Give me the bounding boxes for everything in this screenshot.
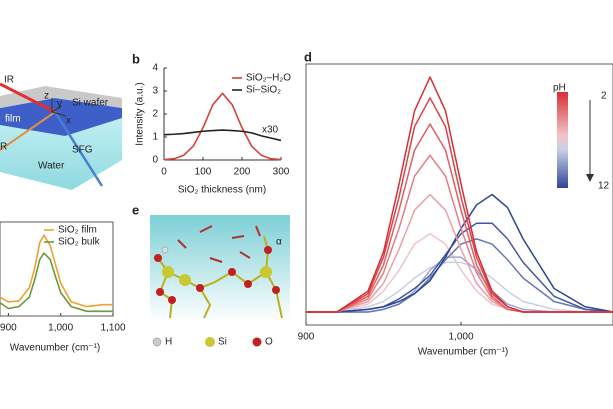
y-tick-label: 4 [152,63,158,74]
series-line [0,252,113,313]
e-water [177,225,261,263]
panel-a: IR z y x Si wafer film R SFG Water [0,75,122,190]
x-tick-label: 0 [161,167,167,178]
x-axis-label: Wavenumber (cm⁻¹) [10,343,100,354]
label-x: x [66,116,71,127]
film-layer [0,98,122,136]
plot-frame [0,221,114,317]
colorbar-max: 12 [598,181,610,192]
legend-label: SiO₂ bulk [58,237,101,248]
colorbar-min: 2 [601,91,607,102]
label-film: film [5,114,21,125]
series-line [163,129,282,142]
series-line [306,261,613,313]
water-block [0,118,122,190]
legend-label: SiO₂–H₂O [246,73,291,84]
ir-beam [0,82,56,114]
label-y: y [57,99,62,110]
annotation: x30 [262,125,279,136]
series-line [306,193,613,313]
x-tick-label: 100 [195,167,212,178]
label-r: R [0,142,7,153]
series-line [306,76,613,313]
e-annotation: α [276,237,282,248]
label-wafer: Si wafer [72,98,109,109]
panel-label: b [132,51,140,66]
legend-si-dot [205,337,215,347]
x-tick-label: 900 [298,332,315,343]
panel-e: α H Si O [150,215,290,348]
axis-x [51,111,67,117]
x-tick-label: 1,000 [449,332,474,343]
series-line [0,234,113,308]
y-tick-label: 3 [152,86,158,97]
legend-o-dot [252,337,262,347]
sfg-beam [53,111,104,187]
colorbar-label: pH [553,83,566,94]
legend-label: Si [218,337,227,348]
legend-label: SiO₂ film [58,225,97,236]
colorbar [557,92,568,188]
legend-label: Si–SiO₂ [246,85,281,96]
x-tick-label: 1,000 [48,323,73,334]
x-tick-label: 200 [234,167,251,178]
legend-label: O [265,337,273,348]
label-sfg: SFG [72,145,93,156]
x-tick-label: 900 [0,323,17,334]
y-tick-label: 2 [152,109,158,120]
panel-label: e [132,202,139,217]
series-line [306,238,613,313]
colorbar-arrowhead [586,174,594,182]
x-tick-label: 1,100 [100,323,125,334]
y-tick-label: 0 [152,155,158,166]
vis-beam [0,111,56,151]
label-z: z [44,91,49,102]
plot-frame [305,63,613,326]
label-ir: IR [4,75,14,86]
e-atoms [154,246,280,304]
y-axis-label: Intensity (a.u.) [135,82,146,145]
y-tick-label: 1 [152,132,158,143]
legend-label: H [165,337,172,348]
series-line [163,92,282,161]
x-axis-label: Wavenumber (cm⁻¹) [418,347,508,358]
panel-label: d [304,49,312,64]
legend-h-dot [152,337,162,347]
label-water: Water [38,161,65,172]
series-line [306,193,613,313]
axis-y [51,105,63,113]
x-axis-label: SiO₂ thickness (nm) [178,185,266,196]
wafer-layer [0,86,122,108]
x-tick-label: 300 [273,167,290,178]
